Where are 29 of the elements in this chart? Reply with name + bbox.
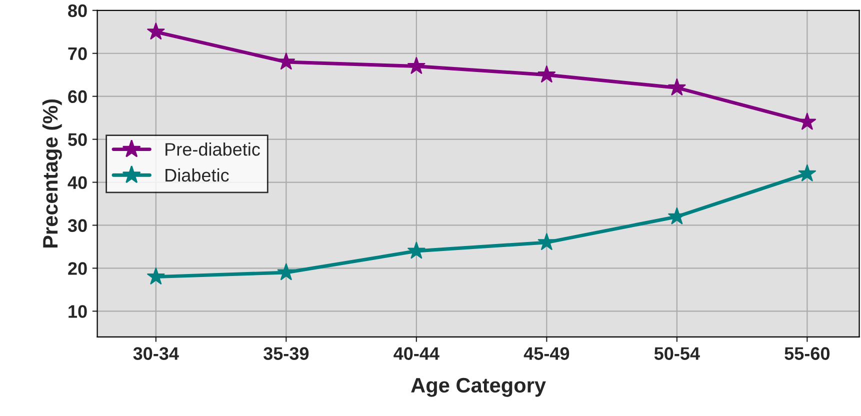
y-tick-label: 60 [68,90,87,104]
y-tick-label: 50 [68,133,87,146]
point [146,22,166,40]
point [538,232,556,250]
legend-label: Diabetic [166,168,229,182]
x-axis-title: Age Category [411,378,546,397]
point [277,262,296,280]
y-tick-label: 20 [68,262,87,275]
x-tick-label: 35-39 [263,347,309,360]
y-tick-label: 40 [68,176,87,189]
x-tick-label: 40-44 [394,347,440,360]
x-tick-label: 55-60 [784,347,830,360]
y-tick-label: 80 [68,4,87,18]
point [538,65,556,83]
y-axis-title: Precentage (%) [42,99,62,248]
y-tick-label: 10 [68,305,87,318]
point [668,78,686,96]
x-tick-label: 50-54 [654,347,700,360]
y-tick-label: 30 [68,219,87,232]
point [798,112,816,130]
x-tick-label: 30-34 [133,347,179,360]
x-tick-label: 45-49 [524,347,570,360]
legend-label: Pre-diabetic [166,142,260,156]
y-tick-label: 70 [68,47,87,60]
point [407,241,426,259]
point [798,164,816,182]
point [277,52,296,70]
point [407,56,426,74]
point [146,267,166,285]
